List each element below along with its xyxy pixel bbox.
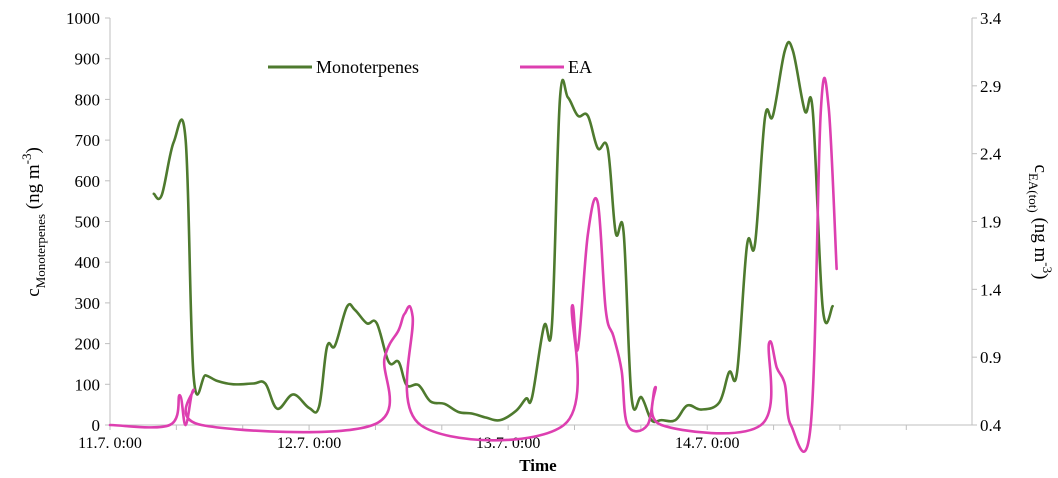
x-tick-label: 12.7. 0:00 (277, 435, 341, 452)
legend: Monoterpenes EA (268, 57, 592, 77)
y-right-tick-label: 2.9 (980, 77, 1001, 96)
legend-label-monoterpenes: Monoterpenes (316, 57, 419, 77)
y-left-base: c (23, 288, 44, 296)
x-tick-label: 14.7. 0:00 (675, 435, 739, 452)
y-right-tick-label: 2.4 (980, 145, 1002, 164)
y-left-tick-label: 1000 (66, 9, 100, 28)
x-axis-title: Time (519, 456, 557, 475)
y-right-tick-label: 0.4 (980, 416, 1002, 435)
y-right-sub: EA(tot) (1026, 173, 1041, 213)
y-left-tick-label: 300 (75, 294, 101, 313)
y-left-tick-label: 700 (75, 131, 101, 150)
series-line-monoterpenes (152, 40, 834, 424)
y-right-base: c (1030, 165, 1051, 173)
y-axis-title-right: cEA(tot) (ng m-3) (1026, 165, 1055, 280)
y-left-unit: (ng m (23, 164, 44, 214)
series-points-monoterpenes (154, 51, 833, 421)
y-right-unit: (ng m (1030, 213, 1051, 263)
y-axis-title-left: cMonoterpenes (ng m-3) (19, 147, 48, 297)
series-line-ea (108, 76, 838, 453)
x-tick-label: 11.7. 0:00 (78, 435, 142, 452)
series-layer (108, 40, 838, 453)
y-right-close: ) (1030, 273, 1051, 279)
y-left-sub: Monoterpenes (33, 214, 48, 288)
y-left-tick-label: 200 (75, 335, 101, 354)
y-right-tick-label: 3.4 (980, 9, 1002, 28)
y-right-tick-label: 0.9 (980, 348, 1001, 367)
y-left-tick-label: 800 (75, 90, 101, 109)
y-right-tick-label: 1.9 (980, 213, 1001, 232)
y-left-tick-label: 0 (92, 416, 101, 435)
y-left-sup: -3 (19, 154, 34, 165)
y-left-tick-label: 900 (75, 50, 101, 69)
y-left-tick-label: 400 (75, 253, 101, 272)
axes: 0 100 200 300 400 500 600 700 800 900 1000 0.4 0.9 1.… (66, 9, 1002, 452)
y-left-tick-label: 500 (75, 213, 101, 232)
y-left-tick-label: 100 (75, 375, 101, 394)
legend-label-ea: EA (568, 57, 592, 77)
y-right-sup: -3 (1040, 262, 1055, 273)
y-left-close: ) (23, 147, 44, 153)
y-left-tick-label: 600 (75, 172, 101, 191)
y-right-tick-label: 1.4 (980, 280, 1002, 299)
